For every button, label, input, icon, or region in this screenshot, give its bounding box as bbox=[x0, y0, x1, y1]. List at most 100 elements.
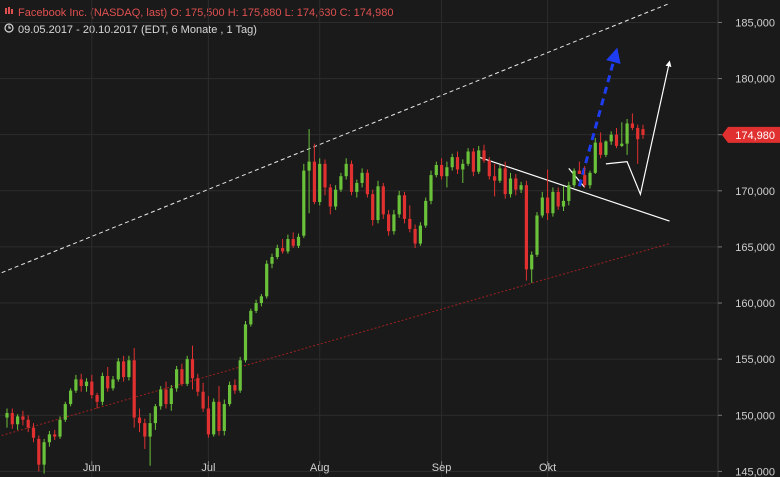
candle bbox=[281, 239, 285, 254]
candle bbox=[519, 181, 523, 194]
candle bbox=[556, 187, 560, 210]
candle bbox=[79, 373, 83, 392]
candle bbox=[493, 163, 497, 197]
chart-subtitle-text: 09.05.2017 - 20.10.2017 (EDT, 6 Monate ,… bbox=[18, 24, 257, 36]
candle bbox=[127, 355, 131, 381]
candle bbox=[206, 396, 210, 438]
candle bbox=[561, 186, 566, 212]
candle bbox=[376, 180, 380, 224]
candle-body bbox=[122, 361, 126, 378]
candle bbox=[10, 408, 14, 429]
candle-body bbox=[636, 127, 640, 140]
candle-body bbox=[599, 142, 603, 155]
candle bbox=[593, 138, 597, 174]
candle-body bbox=[614, 134, 619, 146]
candle bbox=[259, 294, 263, 307]
candle-body bbox=[106, 375, 110, 389]
candle-body bbox=[116, 361, 120, 380]
candle-body bbox=[577, 170, 581, 174]
candle-body bbox=[397, 195, 401, 215]
candle-body bbox=[222, 404, 226, 431]
trend-lines bbox=[1, 2, 672, 436]
candle bbox=[349, 160, 354, 196]
candle bbox=[148, 413, 152, 466]
candle-body bbox=[185, 359, 189, 384]
candle bbox=[291, 232, 295, 249]
candle-body bbox=[434, 164, 438, 176]
candle-body bbox=[530, 254, 534, 270]
candle bbox=[318, 158, 322, 206]
candle bbox=[498, 164, 502, 183]
candle bbox=[625, 118, 629, 155]
candle bbox=[243, 320, 248, 363]
candle-body bbox=[620, 143, 624, 146]
candle-body bbox=[445, 167, 449, 177]
candle bbox=[334, 185, 338, 210]
candle-body bbox=[418, 225, 422, 244]
candle bbox=[58, 416, 62, 439]
upper-channel bbox=[1, 2, 670, 274]
candle-body bbox=[323, 163, 327, 188]
candle bbox=[614, 127, 619, 149]
candle bbox=[111, 375, 115, 391]
candle bbox=[312, 143, 316, 205]
candle-body bbox=[243, 324, 248, 361]
chart-subtitle: 09.05.2017 - 20.10.2017 (EDT, 6 Monate ,… bbox=[4, 23, 257, 36]
candle-body bbox=[42, 442, 46, 465]
candle-body bbox=[402, 195, 407, 219]
candle bbox=[270, 253, 274, 269]
candle-body bbox=[630, 123, 634, 128]
candle-body bbox=[212, 401, 216, 435]
candle-body bbox=[74, 379, 78, 391]
candle-body bbox=[387, 214, 391, 232]
candle bbox=[471, 148, 475, 177]
candle-body bbox=[90, 381, 94, 396]
blue-projection bbox=[577, 47, 621, 187]
candle bbox=[196, 373, 200, 397]
candle bbox=[323, 159, 327, 196]
candle-body bbox=[69, 390, 73, 405]
candle-body bbox=[100, 375, 104, 402]
candle bbox=[275, 244, 279, 260]
candle-body bbox=[180, 369, 184, 384]
candle bbox=[344, 158, 348, 180]
candle-body bbox=[514, 178, 518, 190]
candle bbox=[21, 410, 25, 426]
candle-body bbox=[360, 172, 364, 183]
candle-body bbox=[254, 303, 258, 311]
candle bbox=[408, 205, 412, 233]
candle bbox=[630, 113, 634, 131]
candle bbox=[16, 414, 20, 430]
candle-body bbox=[127, 360, 131, 378]
candle bbox=[238, 356, 242, 393]
candle bbox=[535, 212, 539, 258]
candle-body bbox=[31, 427, 36, 438]
candle bbox=[47, 430, 51, 447]
candle-body bbox=[424, 200, 428, 226]
candle-body bbox=[450, 157, 454, 168]
white-projection bbox=[605, 60, 672, 197]
y-axis: 185,000180,000175,000170,000165,000160,0… bbox=[718, 17, 775, 477]
candle bbox=[106, 367, 110, 392]
candle bbox=[429, 170, 433, 205]
candle bbox=[360, 168, 364, 188]
candle bbox=[588, 170, 592, 189]
candle-body bbox=[609, 134, 613, 142]
downtrend-line bbox=[478, 156, 670, 222]
candle bbox=[137, 408, 142, 433]
candle bbox=[143, 418, 147, 449]
candle bbox=[201, 382, 205, 412]
candle bbox=[567, 181, 571, 206]
candle bbox=[95, 392, 99, 409]
candle-body bbox=[275, 248, 279, 258]
candle-body bbox=[249, 310, 253, 325]
candle-body bbox=[238, 360, 242, 391]
candle-body bbox=[265, 263, 269, 297]
candle-body bbox=[312, 161, 316, 203]
candle bbox=[620, 122, 624, 148]
candle bbox=[514, 173, 518, 196]
candle-body bbox=[233, 384, 237, 391]
candle-body bbox=[143, 423, 147, 437]
candle-body bbox=[546, 197, 550, 214]
